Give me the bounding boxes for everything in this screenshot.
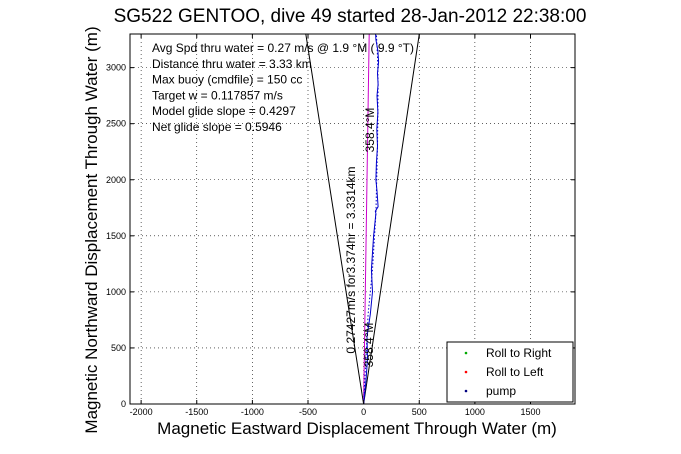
y-axis-label: Magnetic Northward Displacement Through …	[82, 26, 101, 433]
y-tick-label: 1000	[106, 287, 126, 297]
y-tick-label: 0	[121, 399, 126, 409]
x-axis-label: Magnetic Eastward Displacement Through W…	[157, 419, 557, 438]
series-line-3	[363, 34, 379, 404]
plot-frame	[129, 33, 576, 405]
legend-marker	[464, 389, 468, 393]
rotated-annotation: 358.4°M	[362, 323, 376, 368]
y-tick-label: 2500	[106, 119, 126, 129]
annotation-line: Distance thru water = 3.33 km	[152, 57, 312, 71]
legend-label: Roll to Left	[486, 365, 544, 379]
x-tick-label: -2000	[130, 407, 153, 417]
legend-marker	[464, 351, 468, 355]
legend-label: Roll to Right	[486, 346, 552, 360]
rotated-annotation: 358.4°M	[363, 108, 377, 153]
y-tick-label: 3000	[106, 63, 126, 73]
annotation-line: Net glide slope = 0.5946	[152, 120, 282, 134]
legend-marker	[464, 370, 468, 374]
rotated-annotations: 358.4°M 0.27427m/s for3.374hr = 3.3314km 3…	[344, 108, 377, 368]
series-line-0	[305, 34, 420, 404]
annotation-line: Avg Spd thru water = 0.27 m/s @ 1.9 °M (…	[152, 41, 414, 55]
annotation-line: Model glide slope = 0.4297	[152, 104, 296, 118]
x-tick-label: -1000	[241, 407, 264, 417]
y-tick-label: 500	[111, 343, 126, 353]
y-tick-label: 2000	[106, 175, 126, 185]
axis-ticks: -2000 -1500 -1000 -500 0 500 1000 1500 0 500 1000 1…	[106, 34, 575, 417]
legend-box	[446, 341, 574, 403]
data-series	[305, 34, 420, 404]
legend-label: pump	[486, 384, 516, 398]
x-tick-label: -1500	[185, 407, 208, 417]
chart-title: SG522 GENTOO, dive 49 started 28-Jan-201…	[114, 6, 587, 27]
x-tick-label: 0	[361, 407, 366, 417]
annotation-block: Avg Spd thru water = 0.27 m/s @ 1.9 °M (…	[152, 41, 414, 134]
annotation-line: Target w = 0.117857 m/s	[152, 88, 283, 102]
x-tick-label: 1500	[520, 407, 540, 417]
annotation-line: Max buoy (cmdfile) = 150 cc	[152, 73, 302, 87]
y-tick-label: 1500	[106, 231, 126, 241]
x-tick-label: 500	[412, 407, 427, 417]
rotated-annotation: 0.27427m/s for3.374hr = 3.3314km	[344, 166, 358, 353]
x-tick-label: 1000	[465, 407, 485, 417]
series-line-1	[363, 34, 370, 404]
legend: Roll to Right Roll to Left pump	[446, 341, 574, 403]
x-tick-label: -500	[299, 407, 317, 417]
